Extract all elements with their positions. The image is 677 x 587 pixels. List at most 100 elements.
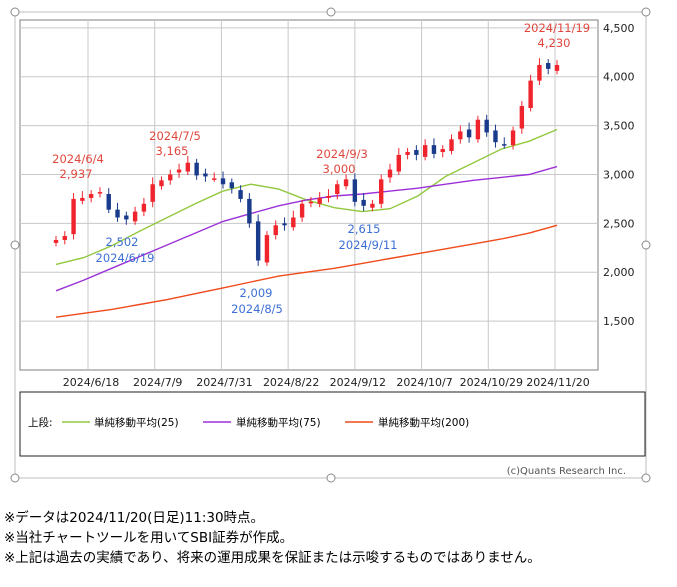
candle-body — [80, 197, 85, 201]
y-tick-label: 4,500 — [603, 22, 635, 35]
candle-body — [255, 221, 261, 261]
note-past-performance: ※上記は過去の実績であり、将来の運用成果を保証または示唆するものではありません。 — [4, 550, 541, 566]
handle-top-middle[interactable] — [326, 7, 336, 17]
x-tick-label: 2024/10/29 — [460, 376, 523, 389]
candle-body — [387, 169, 393, 178]
candle-body — [484, 119, 489, 133]
candle-body — [124, 215, 129, 220]
handle-bottom-left[interactable] — [10, 473, 20, 483]
y-tick-label: 4,000 — [603, 71, 635, 84]
annotation-high-jun-value: 2,937 — [60, 167, 93, 181]
candlesticks — [53, 58, 560, 266]
x-tick-label: 2024/11/20 — [526, 376, 589, 389]
annotation-low-aug-value: 2,009 — [240, 286, 273, 300]
candle-body — [537, 64, 542, 81]
candle-body — [141, 203, 147, 212]
candle-body — [220, 178, 226, 185]
candle-body — [493, 130, 498, 143]
annotation-low-jun-date: 2024/6/19 — [96, 251, 155, 265]
handle-top-left[interactable] — [10, 7, 20, 17]
candle-body — [422, 145, 428, 157]
candle-body — [185, 162, 191, 172]
disclaimer-notes: ※データは2024/11/20(日足)11:30時点。 ※当社チャートツールを用… — [4, 508, 674, 568]
y-tick-label: 1,500 — [603, 315, 635, 328]
annotation-high-sep-date: 2024/9/3 — [316, 147, 368, 161]
candle-body — [212, 178, 217, 180]
stock-chart: 1,500 2,000 2,500 3,000 3,500 4,000 4,500 2024… — [10, 7, 651, 483]
candle-body — [370, 203, 375, 208]
legend-label-ma25: 単純移動平均(25) — [94, 416, 179, 429]
annotation-high-jun-date: 2024/6/4 — [52, 152, 104, 166]
x-tick-label: 2024/10/7 — [396, 376, 452, 389]
note-data-timestamp: ※データは2024/11/20(日足)11:30時点。 — [4, 510, 265, 526]
handle-bottom-right[interactable] — [641, 473, 651, 483]
legend-label-ma75: 単純移動平均(75) — [236, 416, 321, 429]
candle-body — [194, 162, 199, 176]
candle-body — [150, 184, 155, 202]
handle-middle-left[interactable] — [10, 240, 20, 250]
candle-body — [379, 179, 384, 204]
candle-body — [335, 184, 340, 195]
candle-body — [405, 151, 410, 155]
x-tick-label: 2024/7/9 — [133, 376, 182, 389]
candle-body — [176, 169, 182, 173]
candle-body — [396, 154, 401, 172]
candle-body — [308, 201, 314, 204]
annotation-low-jun-value: 2,502 — [106, 235, 139, 249]
candle-body — [431, 145, 437, 154]
annotation-low-sep-date: 2024/9/11 — [339, 238, 398, 252]
candle-body — [343, 179, 349, 187]
x-axis-ticks: 2024/6/18 2024/7/9 2024/7/31 2024/8/22 2024/… — [63, 376, 590, 389]
candle-body — [554, 64, 560, 71]
candle-body — [97, 192, 103, 194]
copyright-credit: (c)Quants Research Inc. — [507, 466, 626, 477]
y-tick-label: 2,000 — [603, 266, 635, 279]
candle-body — [264, 235, 270, 263]
candle-body — [317, 197, 322, 204]
annotation-high-jul-date: 2024/7/5 — [149, 129, 201, 143]
legend-prefix: 上段: — [28, 416, 53, 429]
candle-body — [458, 131, 463, 140]
annotation-high-nov-date: 2024/11/19 — [524, 21, 590, 35]
x-tick-label: 2024/7/31 — [196, 376, 252, 389]
candle-body — [546, 63, 551, 69]
candle-body — [115, 209, 120, 218]
candle-body — [238, 190, 243, 199]
candle-body — [62, 236, 67, 240]
candle-body — [475, 119, 481, 140]
candle-body — [71, 198, 76, 235]
y-tick-label: 3,500 — [603, 120, 635, 133]
handle-bottom-middle[interactable] — [326, 473, 336, 483]
annotation-high-sep-value: 3,000 — [323, 162, 356, 176]
candle-body — [229, 182, 234, 189]
candle-body — [159, 180, 164, 187]
x-tick-label: 2024/8/22 — [263, 376, 319, 389]
candle-body — [449, 139, 454, 152]
candle-body — [106, 194, 111, 210]
candle-body — [203, 173, 208, 177]
y-tick-label: 3,000 — [603, 168, 635, 181]
candle-body — [273, 225, 278, 236]
ma-line-2 — [55, 224, 558, 318]
annotation-high-jul-value: 3,165 — [156, 144, 189, 158]
selection-handles[interactable] — [10, 7, 651, 483]
y-tick-label: 2,500 — [603, 217, 635, 230]
handle-middle-right[interactable] — [641, 240, 651, 250]
candle-body — [326, 195, 331, 198]
candle-body — [299, 203, 305, 218]
handle-top-right[interactable] — [641, 7, 651, 17]
candle-body — [361, 199, 366, 206]
moving-average-lines — [55, 128, 558, 318]
x-tick-label: 2024/9/12 — [330, 376, 386, 389]
candle-body — [88, 194, 94, 198]
candle-body — [414, 150, 419, 155]
candle-body — [247, 198, 252, 224]
annotation-low-aug-date: 2024/8/5 — [231, 302, 283, 316]
legend-label-ma200: 単純移動平均(200) — [378, 416, 469, 429]
candle-body — [168, 174, 173, 181]
plot-area — [19, 19, 599, 371]
candle-body — [53, 239, 59, 243]
candle-body — [291, 217, 296, 228]
y-axis-ticks: 1,500 2,000 2,500 3,000 3,500 4,000 4,500 — [603, 22, 635, 328]
candle-body — [440, 149, 445, 152]
